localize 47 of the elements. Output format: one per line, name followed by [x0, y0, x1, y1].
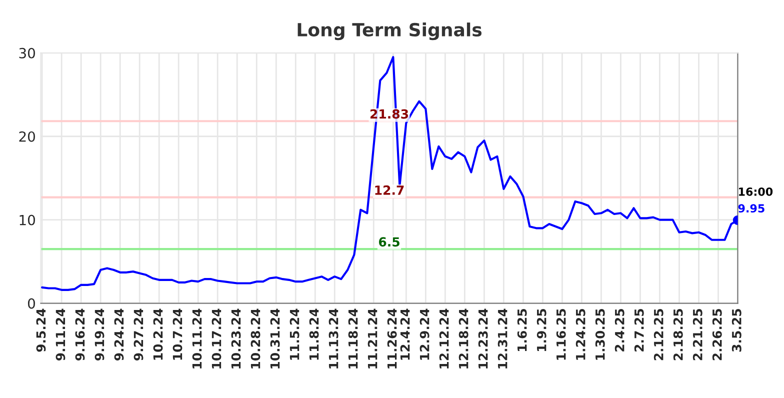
x-tick-label: 12.31.24 [498, 308, 508, 368]
x-tick-label: 9.11.24 [56, 308, 66, 360]
y-tick-label: 0 [28, 298, 35, 309]
x-tick-label: 11.5.24 [290, 308, 300, 360]
x-tick-label: 11.18.24 [348, 308, 358, 368]
annotation: 16:00 [738, 187, 773, 196]
x-tick-label: 9.27.24 [134, 308, 144, 360]
x-tick-label: 2.18.25 [673, 309, 683, 360]
x-tick-label: 2.4.25 [614, 309, 624, 352]
x-tick-label: 1.6.25 [517, 309, 527, 352]
x-tick-label: 11.13.24 [328, 308, 338, 368]
x-tick-label: 9.5.24 [36, 308, 46, 352]
x-tick-label: 12.23.24 [478, 308, 488, 368]
x-tick-label: 11.21.24 [368, 308, 378, 368]
x-tick-label: 11.26.24 [387, 308, 397, 368]
ref-line-label: 6.5 [378, 237, 400, 247]
x-tick-label: 1.16.25 [556, 309, 566, 360]
x-tick-label: 11.8.24 [309, 308, 319, 360]
x-tick-label: 10.7.24 [172, 308, 182, 360]
x-tick-label: 9.24.24 [114, 308, 124, 360]
x-tick-label: 2.21.25 [692, 309, 702, 360]
x-tick-label: 10.2.24 [153, 308, 163, 360]
x-tick-label: 12.4.24 [400, 308, 410, 360]
x-tick-label: 9.16.24 [75, 308, 85, 360]
x-tick-label: 10.31.24 [270, 308, 280, 368]
x-tick-label: 12.18.24 [458, 308, 468, 368]
x-tick-label: 10.28.24 [250, 308, 260, 368]
y-tick-label: 20 [19, 131, 35, 142]
x-tick-label: 2.12.25 [654, 309, 664, 360]
chart-title: Long Term Signals [298, 22, 482, 40]
data-label: 9.95 [738, 204, 764, 213]
x-tick-label: 1.24.25 [576, 309, 586, 360]
x-tick-label: 12.12.24 [439, 308, 449, 368]
x-tick-label: 10.11.24 [192, 308, 202, 368]
x-tick-label: 2.26.25 [712, 309, 722, 360]
x-tick-label: 9.19.24 [94, 308, 104, 360]
x-tick-label: 12.9.24 [420, 308, 430, 360]
x-tick-label: 1.30.25 [595, 309, 605, 360]
ref-line-label: 21.83 [370, 109, 408, 119]
x-tick-label: 1.9.25 [536, 309, 546, 352]
y-tick-label: 30 [19, 48, 35, 58]
y-tick-label: 10 [20, 214, 35, 226]
x-tick-label: 3.5.25 [732, 309, 742, 352]
x-tick-label: 2.7.25 [634, 309, 644, 352]
ref-line-label: 12.7 [375, 185, 404, 195]
x-tick-label: 10.23.24 [231, 308, 241, 368]
x-tick-label: 10.17.24 [212, 308, 222, 368]
